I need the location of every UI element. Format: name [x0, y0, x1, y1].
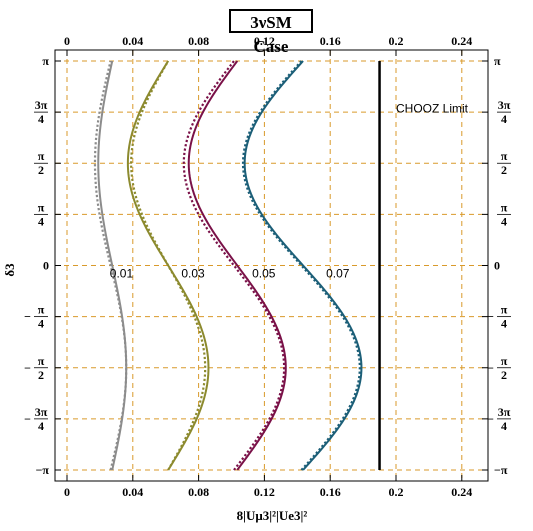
y-tick-label-right: 3π4 — [497, 98, 511, 126]
x-tick-label-top: 0.12 — [254, 34, 275, 48]
y-tick-label-minus: − — [487, 310, 494, 324]
y-tick-label-left: π — [42, 54, 49, 68]
curve-solid-0.07 — [243, 60, 363, 471]
y-tick-label-left: 3π4− — [24, 405, 48, 433]
y-tick-label-minus: − — [487, 361, 494, 375]
x-tick-label-top: 0.08 — [188, 34, 209, 48]
curve-label-0.01: 0.01 — [110, 266, 134, 280]
x-tick-label-bottom: 0.24 — [451, 485, 472, 499]
x-tick-label-top: 0.2 — [389, 34, 404, 48]
y-tick-label-denominator: 4 — [38, 214, 44, 228]
y-tick-label-minus: − — [24, 361, 31, 375]
chooz-limit-label: CHOOZ Limit — [396, 102, 469, 116]
y-tick-label-numerator: π — [501, 149, 508, 163]
x-tick-label-bottom: 0.2 — [389, 485, 404, 499]
x-tick-label-top: 0 — [64, 34, 70, 48]
y-tick-label: 0 — [494, 259, 500, 273]
x-tick-label-bottom: 0.04 — [122, 485, 143, 499]
curve-label-0.05: 0.05 — [252, 266, 276, 280]
y-tick-label-numerator: π — [38, 354, 45, 368]
y-tick-label-numerator: 3π — [35, 98, 48, 112]
y-tick-label-denominator: 4 — [501, 419, 507, 433]
y-tick-label-right: π4 — [497, 200, 511, 228]
curve-solid-0.05 — [187, 60, 287, 471]
y-tick-label-denominator: 2 — [501, 163, 507, 177]
curve-dotted-0.01 — [93, 60, 128, 471]
y-tick-label-minus: − — [487, 412, 494, 426]
y-tick-label-right: π4− — [487, 303, 511, 331]
y-tick-label-left: 0 — [43, 259, 49, 273]
y-tick-label-denominator: 4 — [501, 317, 507, 331]
curve-solid-0.01 — [97, 60, 128, 471]
y-tick-label-minus: − — [24, 310, 31, 324]
y-tick-label-minus: − — [24, 412, 31, 426]
x-tick-label-bottom: 0.16 — [320, 485, 341, 499]
y-axis-label: δ3 — [2, 263, 17, 277]
y-tick-label-denominator: 4 — [38, 112, 44, 126]
curve-label-0.07: 0.07 — [326, 266, 350, 280]
curve-dotted-0.07 — [241, 60, 361, 471]
y-tick-label-left: π4 — [34, 200, 48, 228]
y-tick-label-right: 0 — [494, 259, 500, 273]
y-tick-label-left: π2− — [24, 354, 48, 382]
y-tick-label-numerator: π — [501, 354, 508, 368]
y-tick-label-numerator: π — [501, 303, 508, 317]
y-tick-label: −π — [494, 463, 508, 477]
y-tick-label-denominator: 2 — [501, 368, 507, 382]
y-tick-label-numerator: π — [501, 200, 508, 214]
y-tick-label-numerator: 3π — [498, 98, 511, 112]
y-tick-label-denominator: 4 — [501, 112, 507, 126]
tick-labels: 0 0 0.04 0.04 0.08 0.08 0.12 0.12 0.16 0.16 0.2 0.2… — [24, 34, 511, 499]
curve-label-0.03: 0.03 — [181, 266, 205, 280]
y-tick-label-denominator: 2 — [38, 163, 44, 177]
x-axis-label: 8|Uμ3|²|Ue3|² — [237, 508, 308, 523]
x-tick-label-top: 0.04 — [122, 34, 143, 48]
curve-solid-0.03 — [126, 60, 210, 471]
y-tick-label: 0 — [43, 259, 49, 273]
tick-marks — [55, 50, 488, 481]
y-tick-label-numerator: 3π — [35, 405, 48, 419]
x-tick-label-bottom: 0.12 — [254, 485, 275, 499]
y-tick-label-right: 3π4− — [487, 405, 511, 433]
y-tick-label-denominator: 4 — [501, 214, 507, 228]
y-tick-label-numerator: π — [38, 200, 45, 214]
curves: 0.01 0.03 0.05 0.07 CHOOZ Limit — [93, 60, 469, 471]
y-tick-label: π — [494, 54, 501, 68]
y-tick-label-left: 3π4 — [34, 98, 48, 126]
x-tick-label-bottom: 0.08 — [188, 485, 209, 499]
curve-dotted-0.05 — [182, 60, 286, 471]
x-tick-label-bottom: 0 — [64, 485, 70, 499]
y-tick-label-denominator: 2 — [38, 368, 44, 382]
y-tick-label-numerator: π — [38, 149, 45, 163]
y-tick-label-left: π4− — [24, 303, 48, 331]
y-tick-label-right: π2 — [497, 149, 511, 177]
y-tick-label-denominator: 4 — [38, 317, 44, 331]
y-tick-label: −π — [36, 463, 50, 477]
y-tick-label-right: π — [494, 54, 501, 68]
y-tick-label-right: −π — [494, 463, 508, 477]
y-tick-label-numerator: 3π — [498, 405, 511, 419]
y-tick-label-left: −π — [36, 463, 50, 477]
y-tick-label-denominator: 4 — [38, 419, 44, 433]
y-tick-label-right: π2− — [487, 354, 511, 382]
chart-title: 3νSM Case — [229, 9, 313, 56]
x-tick-label-top: 0.16 — [320, 34, 341, 48]
y-tick-label-left: π2 — [34, 149, 48, 177]
x-tick-label-top: 0.24 — [451, 34, 472, 48]
y-tick-label: π — [42, 54, 49, 68]
y-tick-label-numerator: π — [38, 303, 45, 317]
